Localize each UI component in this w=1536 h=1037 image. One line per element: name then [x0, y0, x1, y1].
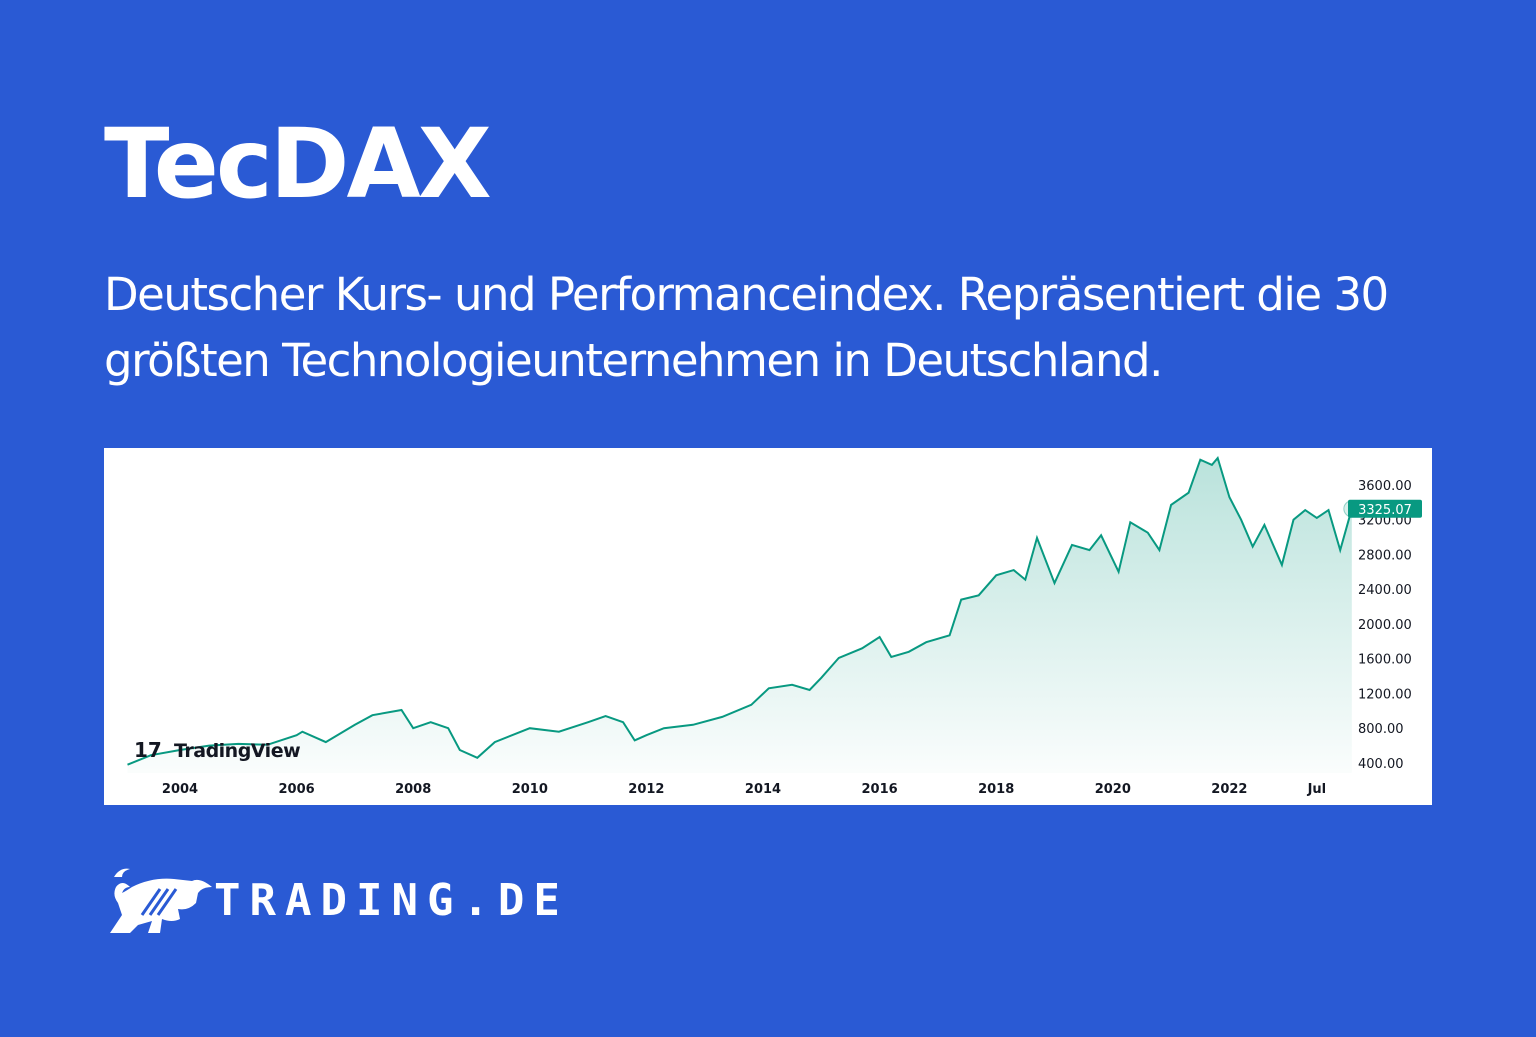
tecdax-chart: 3600.00 3200.00 2800.00 2400.00 2000.00 1600.… [104, 448, 1432, 805]
y-tick-label: 800.00 [1358, 722, 1404, 737]
y-tick-label: 1200.00 [1358, 687, 1412, 702]
chart-svg: 3600.003200.002800.002400.002000.001600.… [127, 455, 1422, 797]
series-line [127, 455, 1353, 766]
page-subtitle: Deutscher Kurs- und Performanceindex. Re… [104, 268, 1389, 387]
tradingview-logo: 𝟭𝟳 TradingView [134, 738, 301, 762]
y-tick-label: 400.00 [1358, 757, 1404, 772]
x-tick-label: 2022 [1211, 782, 1247, 797]
svg-text:𝟭𝟳: 𝟭𝟳 [134, 738, 162, 762]
bull-icon [110, 868, 212, 933]
y-tick-label: 3600.00 [1358, 479, 1412, 494]
x-tick-label: 2020 [1095, 782, 1131, 797]
y-tick-label: 1600.00 [1358, 653, 1412, 668]
x-tick-label: Jul [1307, 782, 1327, 797]
last-value-label: 3325.07 [1358, 503, 1412, 518]
logo-text: TRADING.DE [214, 874, 569, 926]
tradingview-logo-text: TradingView [174, 740, 300, 762]
last-value-badge [1348, 499, 1422, 518]
x-tick-label: 2018 [978, 782, 1014, 797]
x-tick-label: 2006 [279, 782, 315, 797]
y-tick-label: 2000.00 [1358, 618, 1412, 633]
trading-de-logo: TRADING.DE [108, 865, 569, 935]
x-tick-label: 2010 [512, 782, 548, 797]
x-tick-label: 2016 [862, 782, 898, 797]
series-area [127, 458, 1352, 773]
x-tick-label: 2008 [395, 782, 431, 797]
x-tick-label: 2004 [162, 782, 198, 797]
page-title: TecDAX [104, 108, 492, 220]
y-tick-label: 2800.00 [1358, 548, 1412, 563]
x-tick-label: 2012 [628, 782, 664, 797]
x-tick-label: 2014 [745, 782, 781, 797]
y-tick-label: 2400.00 [1358, 583, 1412, 598]
